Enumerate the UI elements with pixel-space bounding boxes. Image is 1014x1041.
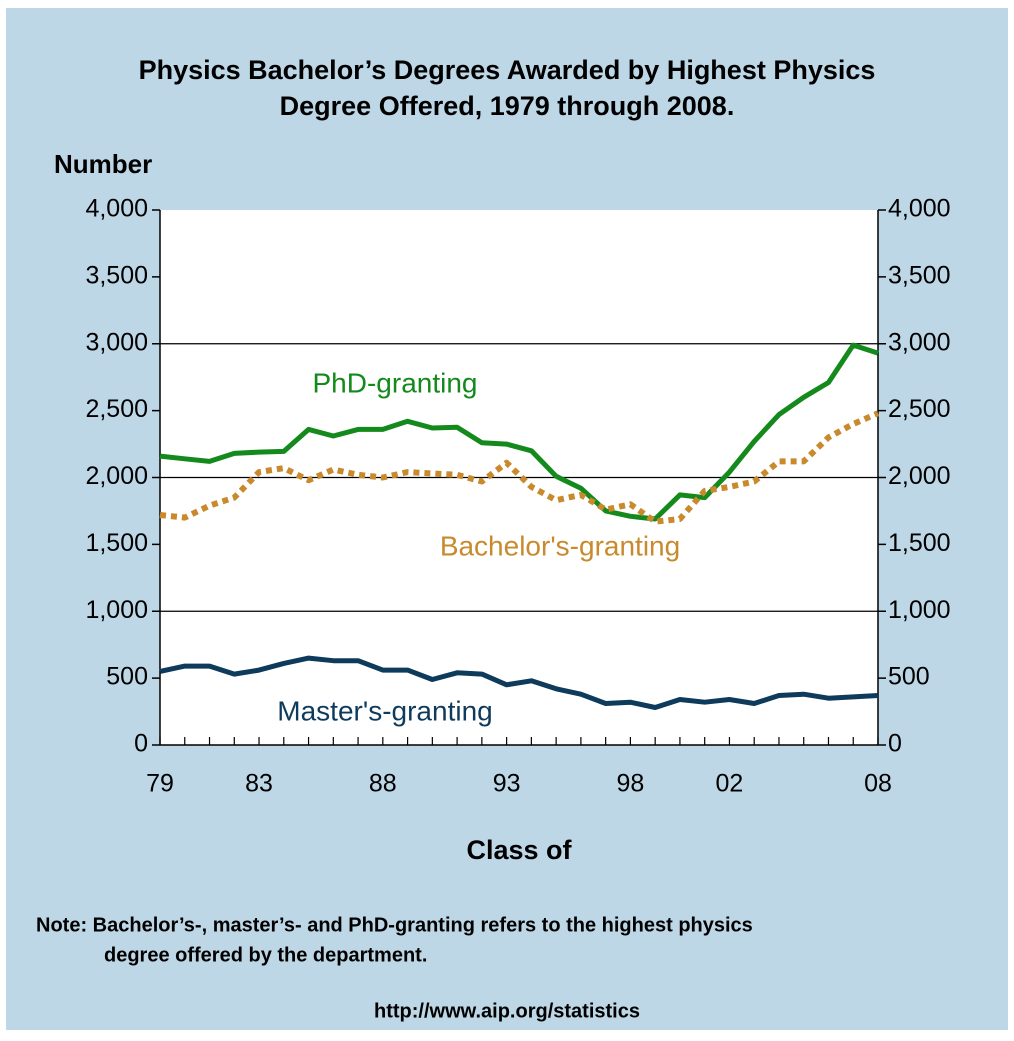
chart-title: Degree Offered, 1979 through 2008.: [280, 91, 735, 121]
series-line: [159, 342, 879, 522]
x-tick-label: 88: [369, 770, 397, 798]
note: degree offered by the department.: [104, 944, 427, 966]
y-tick-label: 500: [106, 663, 148, 691]
chart-title: Physics Bachelor’s Degrees Awarded by Hi…: [139, 55, 876, 85]
y-tick-label: 1,500: [85, 529, 148, 557]
x-tick-label: 98: [617, 770, 645, 798]
x-tick-label: 02: [716, 770, 744, 798]
x-tick-label: 79: [146, 770, 174, 798]
y2-tick-label: 2,500: [888, 395, 951, 423]
series-label: PhD-granting: [313, 367, 478, 398]
y-tick-label: 1,000: [85, 596, 148, 624]
y-axis-label: Number: [54, 149, 152, 179]
y2-tick-label: 2,000: [888, 462, 951, 490]
source: http://www.aip.org/statistics: [374, 1000, 640, 1022]
x-tick-label: 83: [245, 770, 273, 798]
y2-tick-label: 0: [888, 730, 902, 758]
y2-tick-label: 4,000: [888, 195, 951, 223]
y-tick-label: 3,500: [85, 261, 148, 289]
y2-tick-label: 1,000: [888, 596, 951, 624]
x-tick-label: 08: [864, 770, 892, 798]
y-tick-label: 3,000: [85, 328, 148, 356]
y2-tick-label: 3,000: [888, 328, 951, 356]
note: Note: Bachelor’s-, master’s- and PhD-gra…: [36, 914, 753, 936]
series-line: [159, 655, 879, 710]
series-line: [159, 410, 880, 525]
y-tick-label: 0: [134, 730, 148, 758]
x-tick-label: 93: [493, 770, 521, 798]
series-label: Bachelor's-granting: [440, 530, 680, 561]
y2-tick-label: 500: [888, 663, 930, 691]
y-tick-label: 2,500: [85, 395, 148, 423]
y2-tick-label: 3,500: [888, 261, 951, 289]
x-axis-label: Class of: [466, 835, 572, 865]
y-tick-label: 2,000: [85, 462, 148, 490]
y2-tick-label: 1,500: [888, 529, 951, 557]
y-tick-label: 4,000: [85, 195, 148, 223]
series-label: Master's-granting: [277, 695, 492, 726]
